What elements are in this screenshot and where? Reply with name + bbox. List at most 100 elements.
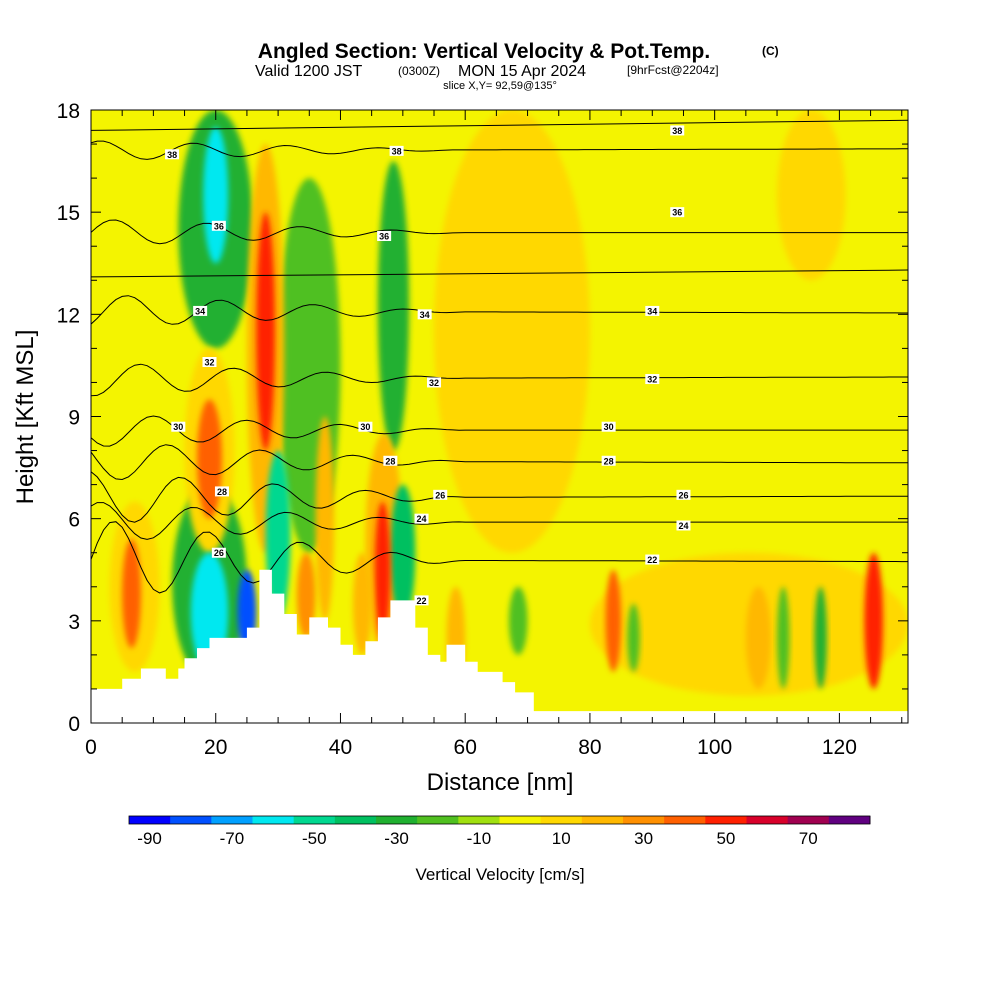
contour-label: 24 <box>417 514 427 524</box>
contour-label: 24 <box>678 521 688 531</box>
colorbar-swatch <box>293 816 336 824</box>
velocity-cell <box>374 501 391 638</box>
velocity-cell <box>256 212 275 451</box>
velocity-cell <box>777 110 846 281</box>
colorbar-swatch <box>499 816 542 824</box>
velocity-cell <box>315 416 335 621</box>
contour-label: 32 <box>204 358 214 368</box>
isentrope-line <box>91 415 908 447</box>
contour-label-box <box>645 305 660 316</box>
contour-label: 22 <box>417 596 427 606</box>
x-tick-label: 120 <box>822 736 857 759</box>
contour-label: 36 <box>379 232 389 242</box>
colorbar-swatch <box>211 816 253 824</box>
valid-time-label: Valid 1200 JST <box>255 63 363 80</box>
isentrope-line <box>91 140 908 160</box>
isentrope-line <box>91 502 908 540</box>
velocity-cell <box>508 586 528 655</box>
colorbar-swatch <box>129 816 171 824</box>
contour-label: 30 <box>360 422 370 432</box>
isentrope-line <box>91 219 908 245</box>
velocity-cell <box>377 161 410 451</box>
colorbar-swatch <box>170 816 212 824</box>
y-axis-title: Height [Kft MSL] <box>12 330 39 505</box>
velocity-cell <box>814 586 827 689</box>
colorbar-swatch <box>417 816 459 824</box>
contour-label-box <box>601 421 616 432</box>
colorbar-swatch <box>581 816 624 824</box>
forecast-label: [9hrFcst@2204z] <box>627 63 719 77</box>
field-layer: 38 38 38 36 36 36 34 34 34 32 32 32 30 30 30 28 28 28 26 26… <box>91 110 908 723</box>
isentrope-line <box>91 444 908 481</box>
velocity-cell <box>390 484 416 621</box>
y-tick-label: 0 <box>68 713 80 736</box>
contour-label: 34 <box>647 306 657 316</box>
colorbar-swatch <box>828 816 871 824</box>
isentrope-line <box>91 269 908 278</box>
x-tick-label: 40 <box>329 736 352 759</box>
velocity-cell <box>352 552 372 655</box>
contour-label-box <box>601 455 616 466</box>
y-tick-label: 12 <box>57 304 80 327</box>
terrain <box>91 569 908 723</box>
chart-titles: Angled Section: Vertical Velocity & Pot.… <box>255 40 779 92</box>
contour-label: 34 <box>420 310 430 320</box>
colorbar-tick-label: -10 <box>467 829 492 848</box>
contour-label-box <box>202 357 217 368</box>
colorbar-swatch <box>252 816 295 824</box>
colorbar-tick-label: -50 <box>302 829 327 848</box>
colorbar-swatch <box>787 816 830 824</box>
colorbar-swatch <box>334 816 377 824</box>
isentrope-line <box>91 363 908 397</box>
isentrope-line <box>91 471 908 523</box>
contour-label: 28 <box>385 456 395 466</box>
contour-label: 28 <box>217 487 227 497</box>
colorbar-tick-label: 70 <box>799 829 818 848</box>
contour-label: 22 <box>647 555 657 565</box>
velocity-cell <box>627 603 640 672</box>
y-tick-label: 3 <box>68 611 80 634</box>
colorbar-title: Vertical Velocity [cm/s] <box>415 865 584 884</box>
chart-title: Angled Section: Vertical Velocity & Pot.… <box>258 40 710 63</box>
y-tick-label: 6 <box>68 509 80 532</box>
velocity-cell <box>434 110 590 553</box>
contour-label: 28 <box>604 456 614 466</box>
colorbar-swatch <box>746 816 789 824</box>
contour-label: 38 <box>167 150 177 160</box>
contour-label-box <box>171 421 186 432</box>
contour-label-box <box>211 220 226 231</box>
contour-label: 26 <box>678 490 688 500</box>
colorbar-tick-label: 10 <box>552 829 571 848</box>
contour-label: 26 <box>214 548 224 558</box>
contour-label-box <box>383 455 398 466</box>
contour-label-box <box>214 486 229 497</box>
colorbar-tick-label: -70 <box>220 829 245 848</box>
contour-label-box <box>645 554 660 565</box>
contour-label: 30 <box>604 422 614 432</box>
chart-title-units: (C) <box>762 44 779 58</box>
colorbar-frame <box>128 815 871 825</box>
colorbar-swatch <box>376 816 418 824</box>
contour-label-box <box>645 374 660 385</box>
contour-label: 32 <box>429 378 439 388</box>
plot-area: 38 38 38 36 36 36 34 34 34 32 32 32 30 30 30 28 28 28 26 26… <box>91 110 908 723</box>
isentrope-line <box>91 295 908 325</box>
x-tick-label: 60 <box>454 736 477 759</box>
colorbar-swatch <box>705 816 747 824</box>
contour-label: 26 <box>435 490 445 500</box>
velocity-cell <box>745 586 771 689</box>
contour-label-box <box>676 520 691 531</box>
velocity-cell <box>605 569 622 672</box>
colorbar-tick-label: 50 <box>716 829 735 848</box>
contour-label: 32 <box>647 375 657 385</box>
contour-label-box <box>358 421 373 432</box>
velocity-cell <box>122 539 141 649</box>
contour-label: 38 <box>672 126 682 136</box>
colorbar-tick-label: -90 <box>137 829 162 848</box>
contour-label: 30 <box>173 422 183 432</box>
contour-label: 38 <box>392 146 402 156</box>
contour-label-box <box>211 547 226 558</box>
colorbar-tick-label: -30 <box>384 829 409 848</box>
